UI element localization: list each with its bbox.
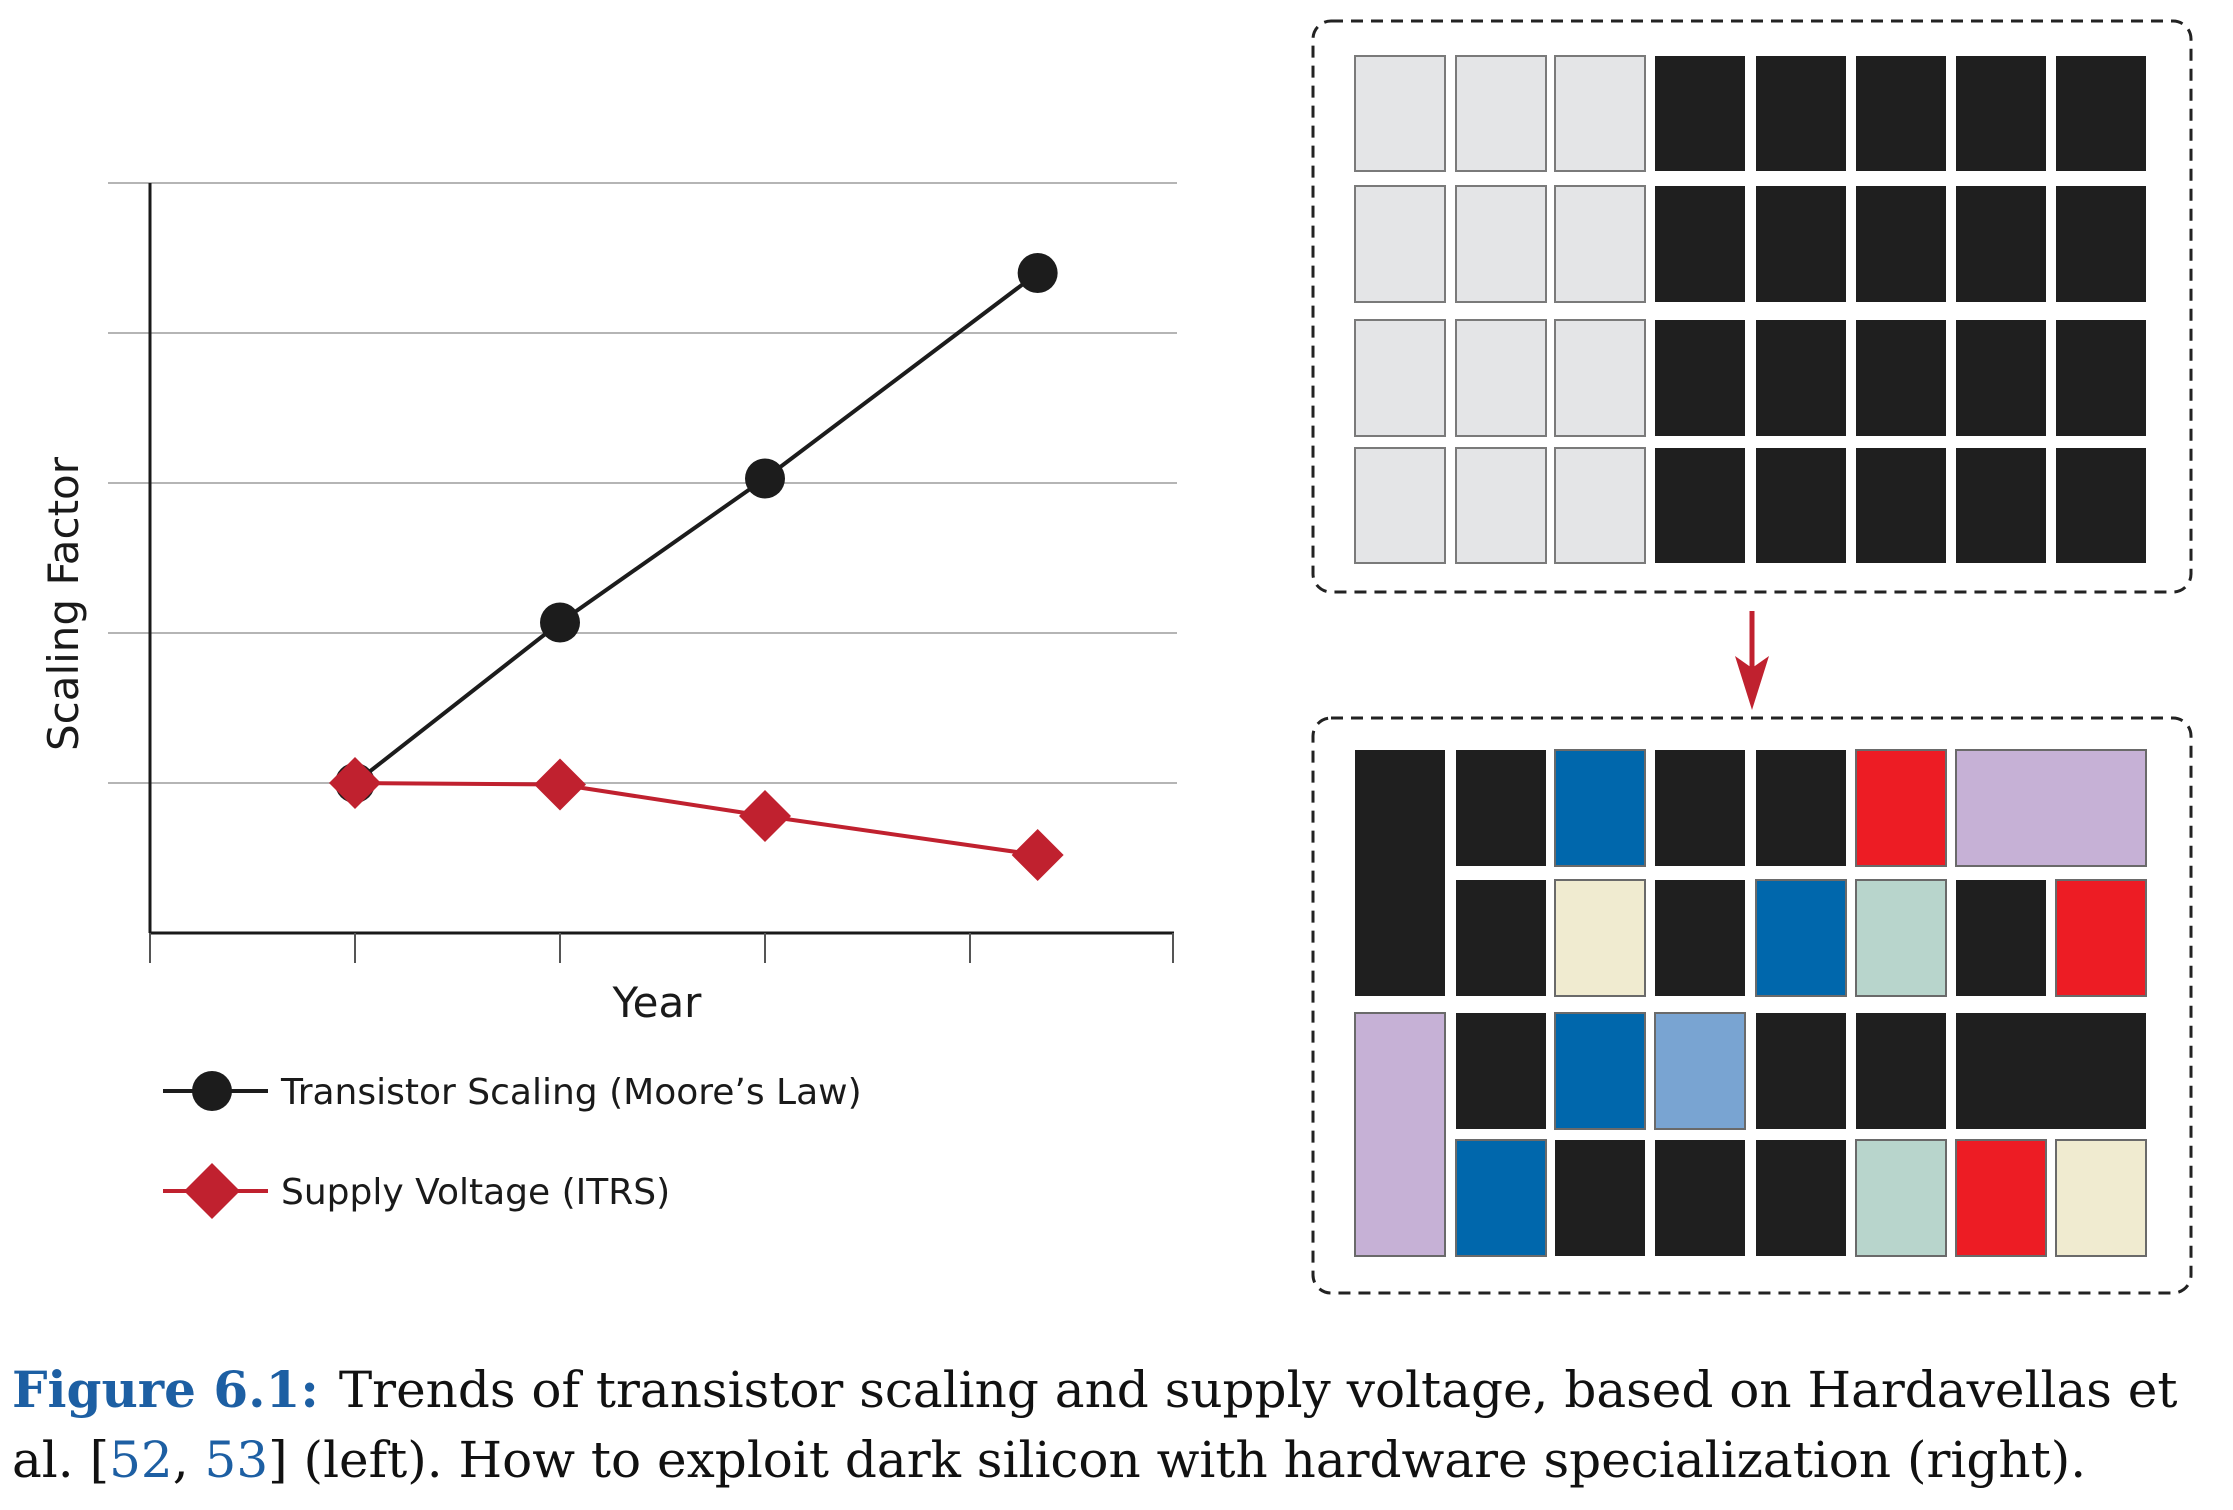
active-core-block (1354, 319, 1446, 437)
dark-core-block (1956, 186, 2046, 302)
caption-sep: , (172, 1431, 205, 1489)
citation-53[interactable]: 53 (204, 1431, 269, 1489)
data-point-circle (745, 458, 785, 499)
chart-gridlines (108, 182, 1177, 784)
active-core-block (1554, 447, 1646, 564)
accelerator-block-blue (1554, 749, 1646, 867)
dark-core-block (1655, 56, 1745, 171)
accelerator-block-dark (1456, 750, 1546, 866)
active-core-block (1554, 55, 1646, 172)
y-axis-label: Scaling Factor (39, 456, 88, 751)
caption-text-2: ] (left). How to exploit dark silicon wi… (268, 1431, 2087, 1489)
dark-core-block (1756, 448, 1846, 563)
active-core-block (1354, 447, 1446, 564)
dark-core-block (1756, 186, 1846, 302)
accelerator-block-blue (1554, 1012, 1646, 1130)
dark-core-block (2056, 56, 2146, 171)
scaling-chart: Scaling Factor Year Transistor Scaling (… (39, 182, 1177, 1219)
active-core-block (1455, 447, 1547, 564)
active-core-block (1455, 319, 1547, 437)
dark-core-block (2056, 186, 2146, 302)
data-point-diamond (739, 790, 791, 842)
dark-core-block (2056, 320, 2146, 436)
accelerator-block-dark (1756, 750, 1846, 866)
accelerator-block-mint (1855, 879, 1947, 997)
bottom-specialized-grid (1354, 749, 2147, 1257)
dark-core-block (1956, 56, 2046, 171)
figure-caption: Figure 6.1: Trends of transistor scaling … (12, 1355, 2227, 1495)
legend-circle-marker (192, 1071, 232, 1111)
legend-label: Transistor Scaling (Moore’s Law) (280, 1072, 862, 1113)
accelerator-block-blue (1755, 879, 1847, 997)
active-core-block (1455, 185, 1547, 303)
dark-core-block (1756, 56, 1846, 171)
dark-core-block (1856, 448, 1946, 563)
data-point-diamond (329, 757, 381, 809)
top-core-grid (1354, 55, 2146, 564)
accelerator-block-lavender (1354, 1012, 1446, 1257)
series-line (354, 781, 1038, 857)
citation-52[interactable]: 52 (109, 1431, 173, 1489)
data-point-diamond (534, 758, 586, 811)
accelerator-block-dark (1756, 1140, 1846, 1256)
active-core-block (1554, 319, 1646, 437)
dark-core-block (1956, 448, 2046, 563)
data-point-circle (540, 602, 580, 643)
down-arrow (1735, 611, 1769, 710)
active-core-block (1354, 55, 1446, 172)
dark-core-block (1956, 320, 2046, 436)
x-axis-label: Year (612, 978, 703, 1027)
accelerator-block-dark (1956, 1013, 2146, 1129)
accelerator-block-red (1855, 749, 1947, 867)
dark-core-block (1856, 320, 1946, 436)
top-dashed-frame (1311, 19, 2193, 594)
dark-core-block (1655, 320, 1745, 436)
figure-label: Figure 6.1: (12, 1360, 319, 1419)
active-core-block (1554, 185, 1646, 303)
accelerator-block-cream (1554, 879, 1646, 997)
figure-canvas: Scaling Factor Year Transistor Scaling (… (39, 19, 2193, 1295)
accelerator-block-dark (1355, 750, 1445, 996)
accelerator-block-mint (1855, 1139, 1947, 1257)
accelerator-block-dark (1456, 1013, 1546, 1129)
active-core-block (1455, 55, 1547, 172)
chart-series (329, 253, 1064, 881)
dark-core-block (1856, 56, 1946, 171)
accelerator-block-dark (1756, 1013, 1846, 1129)
accelerator-block-lightblue (1654, 1012, 1746, 1130)
data-point-diamond (1011, 829, 1064, 881)
dark-core-block (1856, 186, 1946, 302)
accelerator-block-dark (1655, 750, 1745, 866)
series-line (353, 271, 1039, 785)
dark-core-block (1756, 320, 1846, 436)
accelerator-block-dark (1456, 880, 1546, 996)
accelerator-block-red (2055, 879, 2147, 997)
accelerator-block-dark (1956, 880, 2046, 996)
caption-text-1: Trends of transistor scaling and supply … (12, 1361, 2178, 1489)
legend-diamond-marker (184, 1163, 240, 1219)
data-point-circle (1017, 253, 1058, 293)
dark-core-block (1655, 448, 1745, 563)
accelerator-block-red (1955, 1139, 2047, 1257)
accelerator-block-dark (1655, 880, 1745, 996)
accelerator-block-dark (1856, 1013, 1946, 1129)
active-core-block (1354, 185, 1446, 303)
chart-legend: Transistor Scaling (Moore’s Law) Supply V… (163, 1071, 862, 1219)
dark-core-block (2056, 448, 2146, 563)
dark-silicon-diagram (1311, 19, 2193, 1295)
accelerator-block-cream (2055, 1139, 2147, 1257)
accelerator-block-dark (1655, 1140, 1745, 1256)
legend-label: Supply Voltage (ITRS) (281, 1172, 670, 1213)
accelerator-block-dark (1555, 1140, 1645, 1256)
chart-axes (148, 183, 1174, 963)
dark-core-block (1655, 186, 1745, 302)
accelerator-block-blue (1455, 1139, 1547, 1257)
accelerator-block-lavender (1955, 749, 2147, 867)
bottom-dashed-frame (1311, 716, 2193, 1295)
